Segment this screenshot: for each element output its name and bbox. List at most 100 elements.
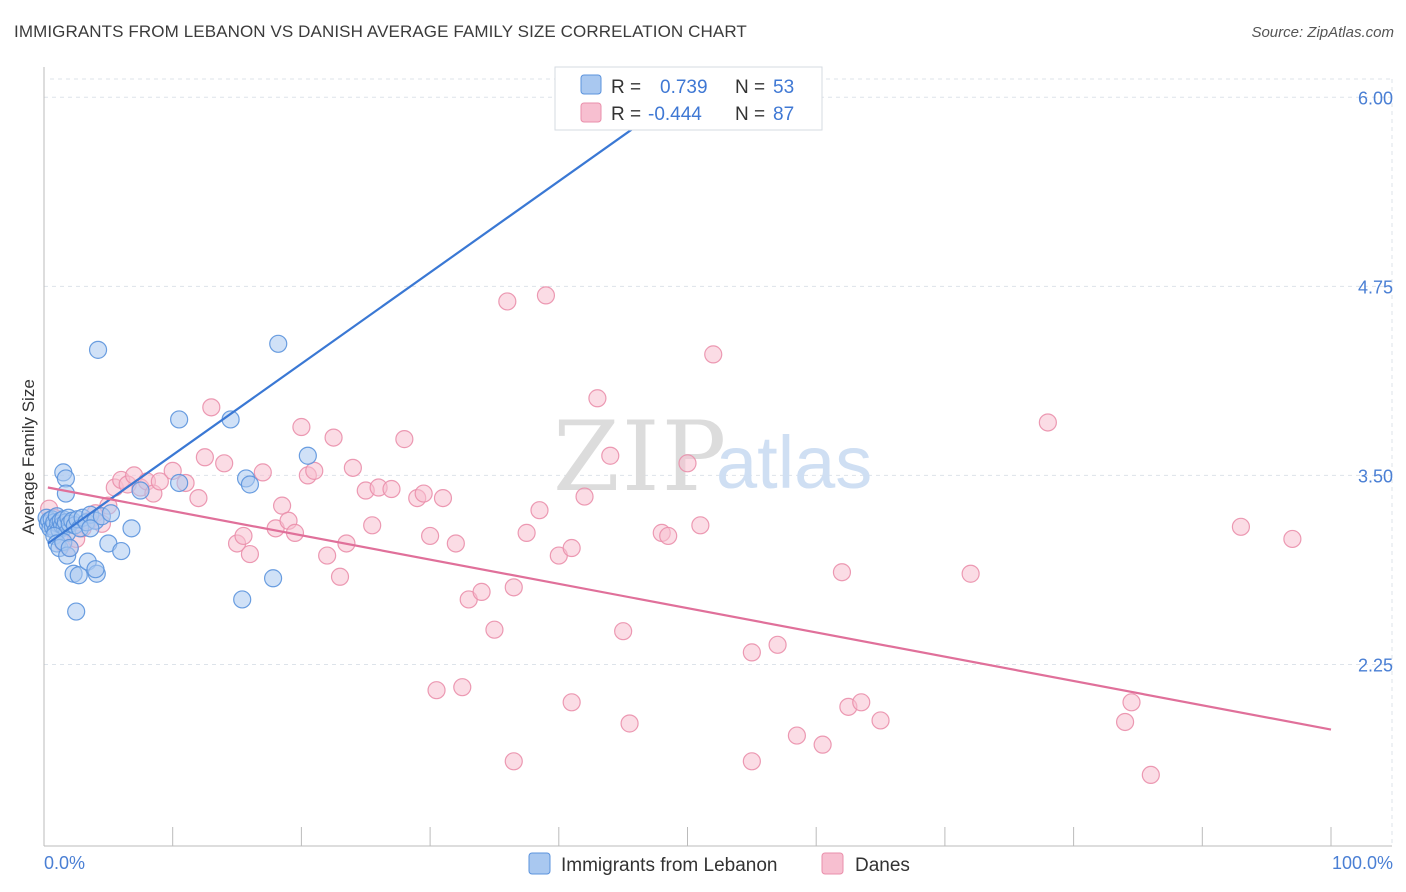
- data-point-lebanon: [170, 473, 189, 493]
- data-point-danes: [1038, 413, 1057, 432]
- series-danes: [40, 286, 1302, 785]
- stats-legend-swatch-blue: [580, 74, 602, 95]
- data-point-danes: [659, 526, 678, 546]
- x-tick-label-max: 100.0%: [1332, 853, 1393, 873]
- stats-r-value-pink: -0.444: [648, 104, 702, 125]
- stats-legend: R = 0.739 N = 53 R = -0.444 N = 87: [554, 66, 823, 131]
- stats-r-value-blue: 0.739: [660, 77, 708, 98]
- data-point-danes: [272, 496, 292, 515]
- stats-r-label-pink: R =: [611, 104, 641, 125]
- data-point-danes: [678, 454, 697, 473]
- data-point-lebanon: [122, 519, 141, 538]
- data-point-danes: [1122, 693, 1141, 712]
- data-point-danes: [292, 417, 311, 437]
- data-point-lebanon: [81, 519, 100, 538]
- data-point-danes: [852, 693, 871, 712]
- source-credit: Source: ZipAtlas.com: [1251, 24, 1394, 41]
- data-point-danes: [1231, 517, 1251, 536]
- legend-swatch-lebanon: [528, 852, 551, 875]
- data-point-lebanon: [112, 541, 131, 561]
- bottom-legend: Immigrants from Lebanon Danes: [528, 852, 910, 876]
- data-point-lebanon: [240, 475, 260, 494]
- data-point-lebanon: [56, 469, 75, 488]
- data-point-danes: [472, 582, 491, 601]
- data-point-lebanon: [86, 560, 105, 579]
- data-point-lebanon: [269, 334, 288, 353]
- y-axis-label: Average Family Size: [19, 379, 38, 535]
- trend-lines: [47, 96, 1332, 731]
- data-point-danes: [575, 487, 594, 506]
- data-point-danes: [813, 735, 832, 754]
- data-point-danes: [343, 458, 362, 477]
- data-point-danes: [150, 472, 169, 491]
- data-point-lebanon: [56, 484, 75, 503]
- data-point-danes: [189, 488, 208, 508]
- data-point-danes: [562, 693, 581, 712]
- data-point-lebanon: [88, 340, 108, 359]
- data-point-danes: [446, 534, 465, 553]
- data-point-danes: [742, 643, 761, 662]
- stats-n-value-pink: 87: [773, 104, 794, 125]
- stats-r-label-blue: R =: [611, 77, 641, 98]
- data-point-danes: [504, 752, 523, 771]
- data-point-danes: [363, 516, 382, 535]
- data-point-lebanon: [60, 538, 79, 558]
- data-point-lebanon: [170, 410, 189, 429]
- trend-line-lebanon: [47, 96, 678, 545]
- x-tick-label-min: 0.0%: [44, 853, 85, 873]
- data-point-lebanon: [298, 446, 317, 465]
- data-point-danes: [787, 726, 806, 745]
- data-point-danes: [601, 446, 620, 465]
- data-point-danes: [195, 448, 214, 467]
- y-tick-label: 2.25: [1358, 655, 1393, 675]
- watermark: ZIP atlas: [553, 401, 872, 513]
- data-point-danes: [536, 286, 556, 305]
- data-point-danes: [427, 681, 446, 700]
- data-point-danes: [530, 501, 549, 520]
- data-point-danes: [504, 578, 523, 597]
- data-point-danes: [414, 484, 433, 503]
- data-point-danes: [240, 544, 260, 564]
- data-point-danes: [453, 678, 472, 697]
- data-point-danes: [588, 389, 607, 408]
- watermark-atlas: atlas: [716, 421, 872, 504]
- axes: [43, 67, 1392, 847]
- data-point-danes: [704, 345, 723, 364]
- data-point-lebanon: [67, 602, 86, 621]
- trend-line-danes: [47, 486, 1332, 731]
- stats-legend-swatch-pink: [580, 102, 602, 123]
- data-point-danes: [614, 622, 633, 641]
- data-point-danes: [253, 463, 272, 482]
- data-point-danes: [1283, 529, 1302, 549]
- legend-swatch-danes: [821, 852, 844, 875]
- data-point-danes: [832, 563, 852, 582]
- y-tick-labels: 2.25 3.50 4.75 6.00: [1358, 88, 1393, 675]
- data-point-lebanon: [263, 569, 283, 588]
- data-point-danes: [382, 479, 401, 499]
- data-point-danes: [324, 428, 343, 447]
- data-point-lebanon: [131, 481, 150, 500]
- data-point-danes: [871, 711, 890, 730]
- data-point-lebanon: [69, 566, 88, 585]
- legend-label-lebanon: Immigrants from Lebanon: [561, 855, 778, 876]
- data-point-danes: [395, 430, 414, 449]
- data-point-danes: [562, 538, 581, 558]
- data-point-danes: [421, 526, 440, 546]
- data-point-danes: [498, 292, 517, 311]
- chart-title: IMMIGRANTS FROM LEBANON VS DANISH AVERAG…: [14, 22, 747, 41]
- data-point-danes: [318, 546, 337, 565]
- data-point-danes: [305, 461, 324, 480]
- x-tick-labels: 0.0% 100.0%: [44, 853, 1393, 873]
- data-point-danes: [485, 620, 504, 639]
- data-point-danes: [742, 752, 761, 771]
- data-point-danes: [202, 398, 221, 417]
- stats-n-label-pink: N =: [735, 104, 765, 125]
- data-point-danes: [234, 526, 253, 546]
- data-point-danes: [620, 714, 639, 733]
- data-point-danes: [1115, 712, 1135, 732]
- data-point-danes: [961, 564, 980, 583]
- data-point-danes: [433, 488, 453, 508]
- data-point-danes: [691, 516, 710, 535]
- data-point-danes: [768, 635, 787, 654]
